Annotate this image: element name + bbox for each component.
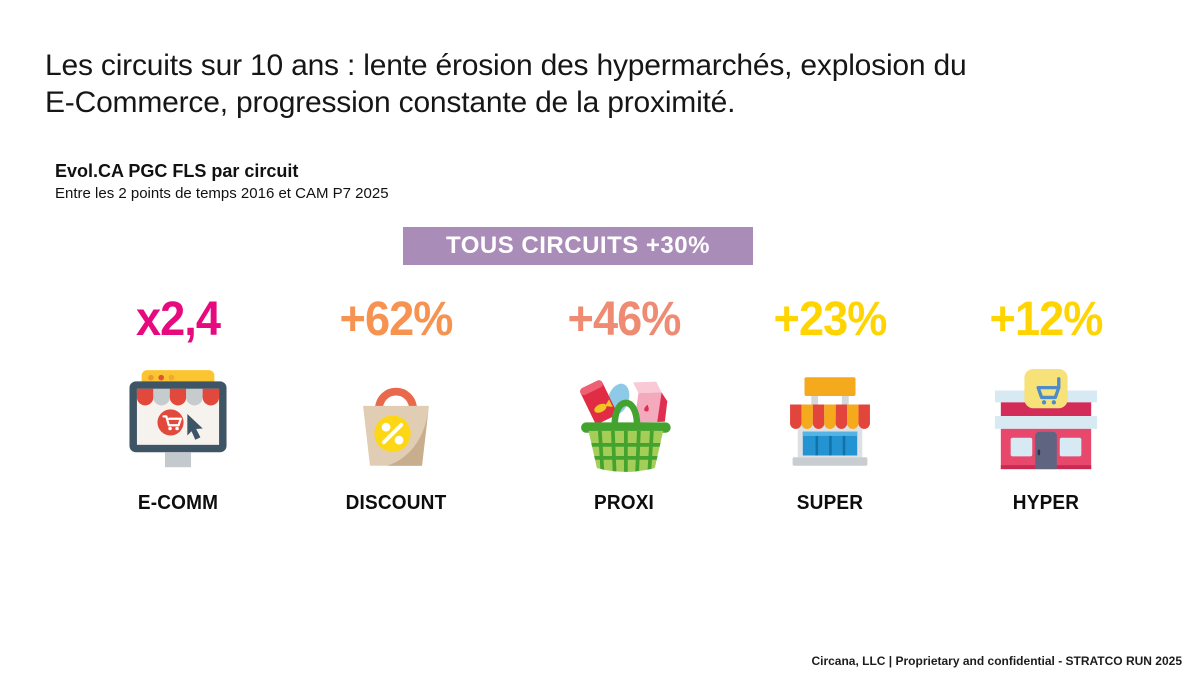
column-discount: +62% DISCOUNT	[286, 292, 506, 515]
super-value: +23%	[773, 293, 888, 346]
column-ecomm: x2,4 E-COMM	[68, 292, 288, 515]
discount-value: +62%	[339, 293, 454, 346]
title-line-1: Les circuits sur 10 ans : lente érosion …	[45, 49, 967, 82]
hyper-value: +12%	[989, 293, 1104, 346]
ecomm-label: E-COMM	[137, 492, 219, 514]
column-hyper: +12% HYPER	[936, 292, 1156, 515]
grocery-basket-icon	[580, 379, 671, 472]
page-title: Les circuits sur 10 ans : lente érosion …	[45, 47, 1165, 121]
chart-subtitle: Entre les 2 points de temps 2016 et CAM …	[55, 185, 389, 202]
ecommerce-monitor-shop-icon	[129, 369, 227, 467]
title-line-2: E-Commerce, progression constante de la …	[45, 86, 736, 119]
super-label: SUPER	[796, 492, 864, 514]
total-circuits-banner: TOUS CIRCUITS +30%	[403, 227, 753, 265]
proxi-label: PROXI	[593, 492, 655, 514]
hyper-label: HYPER	[1012, 492, 1080, 514]
footer-confidentiality: Circana, LLC | Proprietary and confident…	[811, 654, 1182, 668]
column-proxi: +46%	[514, 292, 734, 515]
discount-shopping-bag-icon	[363, 387, 429, 466]
column-super: +23% SUPER	[720, 292, 940, 515]
storefront-awning-icon	[790, 376, 870, 466]
discount-label: DISCOUNT	[345, 492, 447, 514]
proxi-value: +46%	[567, 293, 682, 346]
chart-title: Evol.CA PGC FLS par circuit	[55, 161, 299, 181]
hypermarket-building-icon	[994, 368, 1098, 470]
ecomm-value: x2,4	[135, 293, 221, 346]
chart-header: Evol.CA PGC FLS par circuit Entre les 2 …	[55, 161, 389, 202]
